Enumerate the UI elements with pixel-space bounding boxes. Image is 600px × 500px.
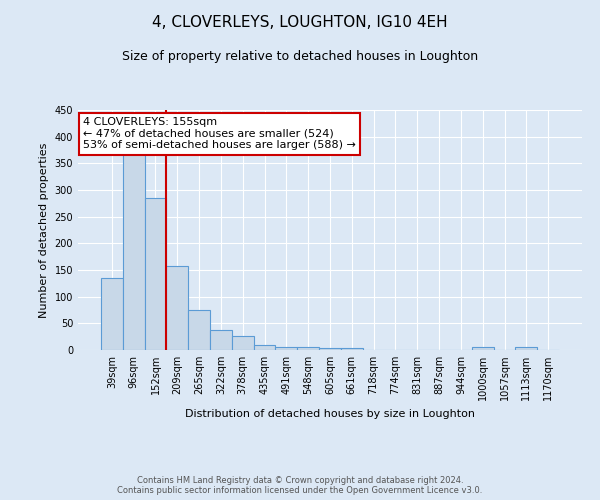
Bar <box>166 266 188 350</box>
Bar <box>254 344 275 350</box>
Bar <box>145 198 166 350</box>
Text: 4 CLOVERLEYS: 155sqm
← 47% of detached houses are smaller (524)
53% of semi-deta: 4 CLOVERLEYS: 155sqm ← 47% of detached h… <box>83 117 356 150</box>
Bar <box>101 278 123 350</box>
Text: 4, CLOVERLEYS, LOUGHTON, IG10 4EH: 4, CLOVERLEYS, LOUGHTON, IG10 4EH <box>152 15 448 30</box>
Bar <box>297 348 319 350</box>
Bar <box>188 310 210 350</box>
Bar <box>319 348 341 350</box>
X-axis label: Distribution of detached houses by size in Loughton: Distribution of detached houses by size … <box>185 408 475 418</box>
Bar <box>515 348 537 350</box>
Bar <box>472 348 494 350</box>
Text: Size of property relative to detached houses in Loughton: Size of property relative to detached ho… <box>122 50 478 63</box>
Bar <box>210 330 232 350</box>
Text: Contains HM Land Registry data © Crown copyright and database right 2024.
Contai: Contains HM Land Registry data © Crown c… <box>118 476 482 495</box>
Bar <box>232 336 254 350</box>
Bar <box>341 348 363 350</box>
Y-axis label: Number of detached properties: Number of detached properties <box>39 142 49 318</box>
Bar <box>275 347 297 350</box>
Bar <box>123 152 145 350</box>
